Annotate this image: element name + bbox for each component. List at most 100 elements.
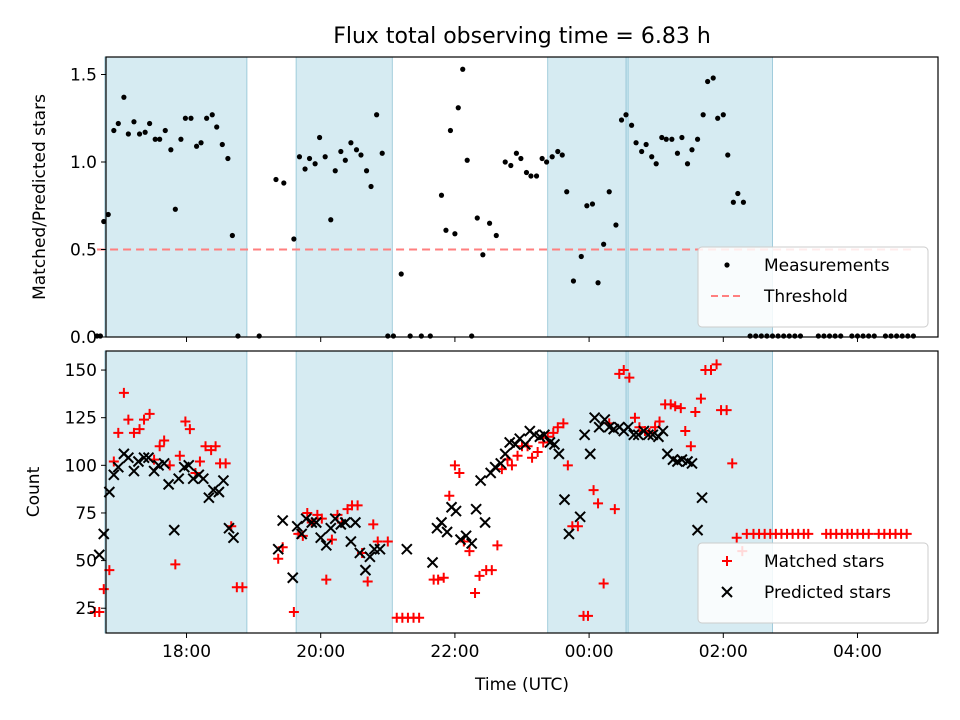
predicted-star-point <box>315 532 327 544</box>
y-tick-label: 25 <box>75 599 97 619</box>
predicted-star-point <box>300 512 312 525</box>
measurement-point <box>720 112 726 118</box>
measurement-point <box>653 161 659 167</box>
matched-star-point <box>444 490 455 501</box>
measurement-point <box>172 206 178 212</box>
predicted-star-point <box>401 543 413 555</box>
matched-star-point <box>474 570 485 581</box>
matched-star-point <box>288 607 299 618</box>
measurement-point <box>528 173 534 179</box>
x-axis-label: Time (UTC) <box>474 675 569 695</box>
predicted-star-point <box>98 528 110 540</box>
predicted-star-point <box>162 478 175 491</box>
predicted-star-point <box>474 474 487 487</box>
matched-star-point <box>492 540 503 551</box>
measurement-point <box>229 232 235 239</box>
measurement-point <box>715 115 721 121</box>
measurement-point <box>518 155 524 162</box>
measurement-point <box>438 192 445 198</box>
measurement-point <box>792 333 798 339</box>
measurement-point <box>663 136 669 142</box>
measurement-point <box>469 333 475 339</box>
y-tick-label: 1.5 <box>70 66 97 86</box>
predicted-star-point <box>519 438 532 451</box>
measurement-point <box>358 152 364 158</box>
measurement-point <box>549 154 555 160</box>
predicted-star-point <box>310 516 322 529</box>
measurement-point <box>910 333 916 339</box>
matched-star-point <box>665 399 676 410</box>
predicted-star-point <box>696 492 708 504</box>
matched-star-point <box>449 460 460 471</box>
measurement-point <box>328 217 334 223</box>
predicted-star-point <box>691 524 704 536</box>
measurement-point <box>826 333 833 339</box>
matched-star-point <box>558 418 569 429</box>
y-ticks-bottom: 25 50 75 100 125 150 <box>65 361 106 619</box>
measurement-point <box>348 140 354 146</box>
legend-label: Predicted stars <box>764 583 891 603</box>
measurement-point <box>447 127 454 134</box>
predicted-star-point <box>479 516 491 529</box>
observing-interval <box>295 56 393 338</box>
y-ticks-top: 0.0 0.5 1.0 1.5 <box>70 66 106 348</box>
matched-star-point <box>433 574 444 585</box>
predicted-star-point <box>287 572 299 584</box>
predicted-star-point <box>142 451 155 464</box>
matched-star-point <box>654 416 665 427</box>
measurement-point <box>669 136 675 142</box>
y-tick-label: 0.0 <box>70 328 97 348</box>
measurement-point <box>618 117 625 123</box>
panel-count: 18:00 20:00 22:00 00:00 02:00 04:00 25 50 75 100… <box>24 350 939 662</box>
measurement-point <box>152 136 158 142</box>
measurement-point <box>513 150 520 156</box>
measurement-point <box>368 183 374 190</box>
measurement-point <box>101 218 107 225</box>
matched-star-point <box>629 412 640 423</box>
y-tick-label: 1.0 <box>70 153 97 173</box>
predicted-star-point <box>122 451 135 464</box>
measurement-point <box>460 66 466 72</box>
y-tick-label: 50 <box>75 552 97 572</box>
matched-star-point <box>618 365 629 376</box>
measurement-point <box>474 215 480 221</box>
measurement-point <box>740 199 747 205</box>
measurement-point <box>209 112 215 118</box>
measurement-point <box>613 222 619 228</box>
matched-star-point <box>123 414 134 425</box>
predicted-star-point <box>168 524 180 536</box>
legend-box <box>697 542 929 624</box>
measurement-point <box>486 220 493 226</box>
x-tick-label: 04:00 <box>833 642 882 662</box>
measurement-point <box>899 333 905 339</box>
y-axis-label-bottom: Count <box>24 466 44 517</box>
matched-star-point <box>470 587 481 598</box>
measurement-point <box>193 143 200 149</box>
predicted-star-point <box>642 429 655 441</box>
predicted-star-point <box>325 522 337 534</box>
measurement-point <box>182 115 188 121</box>
measurement-point <box>214 124 220 130</box>
legend-marker <box>724 262 730 268</box>
count-marks <box>89 359 912 623</box>
predicted-star-point <box>138 451 150 464</box>
measurement-point <box>539 155 545 162</box>
matched-star-point <box>454 467 465 478</box>
measurement-point <box>555 148 561 155</box>
predicted-star-point <box>454 533 467 546</box>
predicted-star-point <box>686 457 698 470</box>
measurement-point <box>281 180 287 186</box>
predicted-star-point <box>578 429 591 441</box>
measurement-point <box>168 147 174 153</box>
measurement-point <box>302 166 308 172</box>
predicted-star-point <box>354 547 366 559</box>
measurement-point <box>131 119 137 125</box>
matched-star-point <box>721 405 732 416</box>
measurement-point <box>455 105 461 111</box>
predicted-star-point <box>203 492 215 504</box>
measurement-point <box>730 199 736 205</box>
matched-star-point <box>139 414 150 425</box>
observing-interval <box>295 350 393 634</box>
matched-star-point <box>598 578 609 589</box>
